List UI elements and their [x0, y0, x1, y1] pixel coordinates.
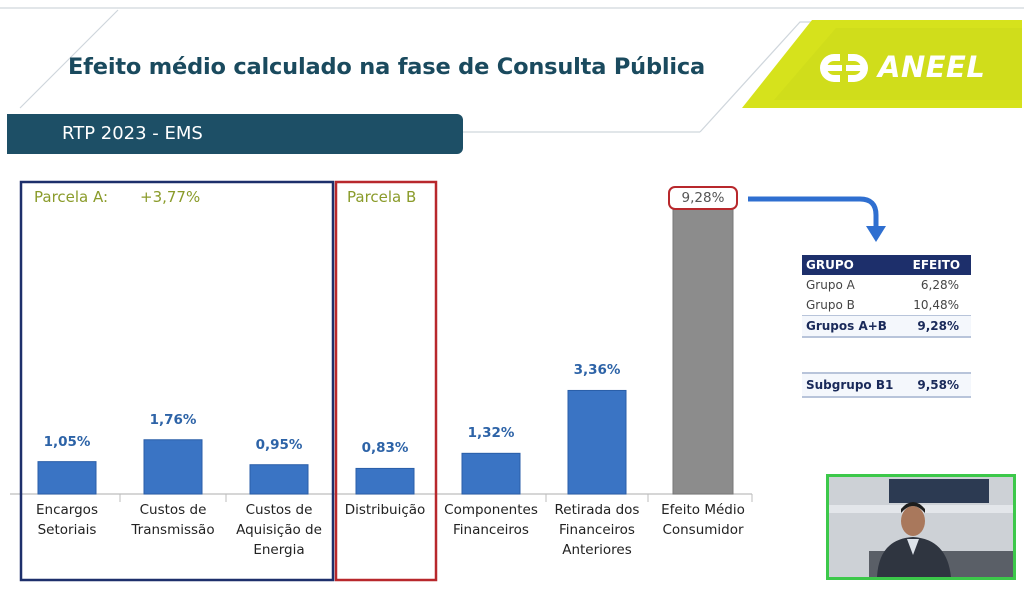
subtitle: RTP 2023 - EMS [62, 123, 203, 144]
chart-category-label: Custos de Transmissão [131, 502, 215, 538]
table-cell-efeito: 9,58% [907, 372, 971, 398]
chart-bar [37, 461, 97, 495]
aneel-logo-text: ANEEL [878, 50, 986, 84]
presenter-video-image [829, 477, 1013, 577]
parcela-a-value: +3,77% [140, 188, 201, 206]
parcela-a-label: Parcela A: [34, 188, 109, 206]
table-cell-grupo: Grupo A [806, 278, 855, 292]
aneel-logo-icon [820, 54, 868, 82]
chart-value-label: 1,05% [43, 433, 91, 450]
chart-bar [355, 467, 415, 495]
summary-table: GRUPO EFEITO Grupo A 6,28% Grupo B 10,48… [802, 255, 971, 338]
presenter-video [826, 474, 1016, 580]
summary-header-grupo: GRUPO [802, 255, 902, 275]
chart-value-label: 0,83% [361, 440, 409, 457]
chart-value-label: 1,32% [467, 425, 515, 442]
chart-total-bar [672, 207, 734, 495]
chart-bar [461, 452, 521, 495]
summary-header-efeito: EFEITO [901, 255, 971, 275]
subtitle-bar [7, 114, 463, 154]
chart-category-label: Distribuição [344, 502, 426, 518]
chart-category-label: Componentes Financeiros [444, 502, 538, 538]
table-cell-grupo: Grupos A+B [802, 315, 902, 338]
chart-bar [567, 389, 627, 495]
table-cell-grupo: Grupo B [806, 298, 855, 312]
table-cell-grupo: Subgrupo B1 [802, 372, 908, 398]
table-total-row: Grupos A+B 9,28% [802, 315, 971, 338]
chart-total-value-label: 9,28% [668, 186, 738, 210]
table-cell-efeito: 10,48% [913, 298, 959, 312]
table-cell-efeito: 9,28% [901, 315, 971, 338]
subgroup-table: Subgrupo B1 9,58% [802, 372, 971, 398]
page-title: Efeito médio calculado na fase de Consul… [68, 54, 706, 80]
chart-bars [37, 207, 734, 495]
chart-category-label: Custos de Aquisição de Energia [236, 502, 322, 558]
chart-bar [143, 439, 203, 495]
table-cell-efeito: 6,28% [920, 278, 959, 292]
parcela-b-label: Parcela B [347, 188, 417, 206]
chart-value-label: 1,76% [149, 411, 197, 428]
table-row: Grupo A 6,28% [802, 275, 971, 295]
table-row: Grupo B 10,48% [802, 295, 971, 316]
table-subgroup-row: Subgrupo B1 9,58% [802, 372, 971, 398]
chart-category-label: Efeito Médio Consumidor [661, 502, 745, 538]
parcela-b-box [334, 180, 438, 582]
parcela-a-box [19, 180, 335, 582]
chart-bar [249, 464, 309, 495]
summary-header-row: GRUPO EFEITO [802, 255, 971, 275]
chart-category-label: Encargos Setoriais [36, 502, 98, 538]
chart-value-label: 0,95% [255, 436, 303, 453]
chart-category-label: Retirada dos Financeiros Anteriores [554, 502, 640, 558]
chart-value-label: 3,36% [573, 362, 621, 379]
